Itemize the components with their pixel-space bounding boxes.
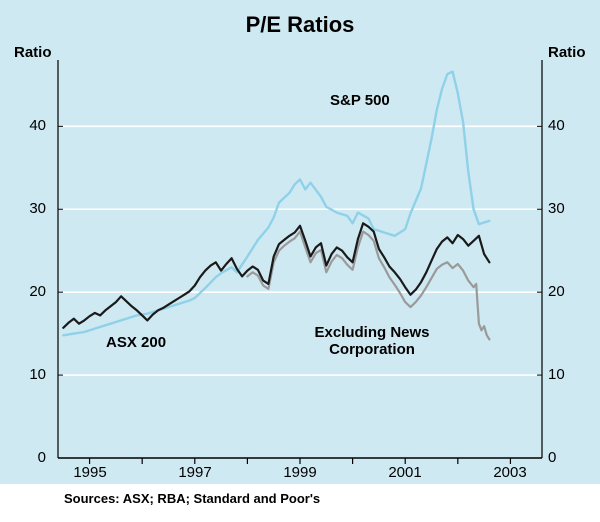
y-tick-label-right-40: 40 xyxy=(548,117,565,134)
series-line-asx-200 xyxy=(62,222,491,329)
series-line-s-p-500 xyxy=(62,70,491,337)
x-tick-label-1999: 1999 xyxy=(283,464,317,481)
y-axis-unit-right: Ratio xyxy=(548,44,586,61)
chart-title: P/E Ratios xyxy=(245,12,355,37)
x-tick-label-1997: 1997 xyxy=(178,464,212,481)
y-tick-label-right-20: 20 xyxy=(548,283,565,300)
series-label-sp500: S&P 500 xyxy=(330,92,390,109)
y-tick-label-left-20: 20 xyxy=(29,283,46,300)
source-strip: Sources: ASX; RBA; Standard and Poor's xyxy=(0,484,600,522)
y-tick-label-left-40: 40 xyxy=(29,117,46,134)
y-tick-label-left-30: 30 xyxy=(29,200,46,217)
y-tick-label-left-10: 10 xyxy=(29,366,46,383)
y-tick-label-left-0: 0 xyxy=(37,449,46,466)
y-tick-label-right-30: 30 xyxy=(548,200,565,217)
series-label-asx200: ASX 200 xyxy=(106,334,167,351)
series-label-excluding-news: Excluding News Corporation xyxy=(314,324,430,358)
y-tick-label-right-0: 0 xyxy=(548,449,557,466)
y-tick-label-right-10: 10 xyxy=(548,366,565,383)
y-axis-unit-left: Ratio xyxy=(14,44,52,61)
x-tick-label-1995: 1995 xyxy=(73,464,107,481)
sources-note: Sources: ASX; RBA; Standard and Poor's xyxy=(64,491,321,506)
x-tick-label-2003: 2003 xyxy=(493,464,527,481)
series-line-excluding-news-corporation xyxy=(246,230,491,341)
x-tick-label-2001: 2001 xyxy=(388,464,422,481)
